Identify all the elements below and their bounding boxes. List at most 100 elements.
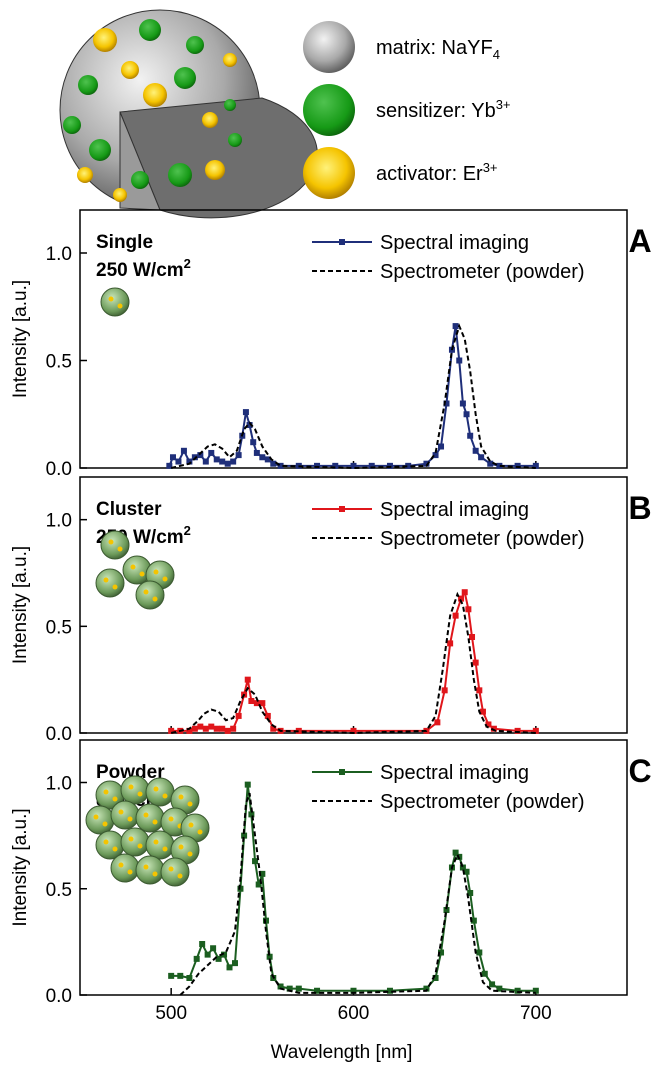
- y-axis-label: Intensity [a.u.]: [10, 280, 31, 398]
- data-point: [231, 960, 238, 967]
- data-point: [168, 972, 175, 979]
- particle-icon: [110, 853, 140, 883]
- data-point: [230, 458, 237, 465]
- particle-dot: [108, 296, 114, 302]
- data-point: [459, 864, 466, 871]
- data-point: [467, 432, 474, 439]
- data-point: [202, 458, 209, 465]
- data-point: [230, 725, 237, 732]
- data-point: [386, 987, 393, 994]
- activator-icon: [303, 147, 355, 199]
- particle-dot: [127, 816, 133, 822]
- legend-label: Spectral imaging: [380, 499, 529, 521]
- data-point: [479, 708, 486, 715]
- data-point: [447, 640, 454, 647]
- y-tick-label: 1.0: [46, 774, 72, 795]
- particle-dot: [143, 812, 149, 818]
- x-tick-label: 500: [155, 1003, 187, 1024]
- particle-dot: [128, 784, 134, 790]
- data-point: [237, 885, 244, 892]
- data-point: [193, 955, 200, 962]
- data-point: [213, 725, 220, 732]
- data-point: [496, 462, 503, 469]
- particle-dot: [137, 791, 143, 797]
- particle-icon: [160, 857, 190, 887]
- data-point: [386, 462, 393, 469]
- particle-dot: [118, 809, 124, 815]
- data-point: [514, 987, 521, 994]
- sensitizer-icon: [303, 84, 355, 136]
- data-point: [252, 858, 259, 865]
- data-point: [463, 411, 470, 418]
- legend-label: Spectrometer (powder): [380, 791, 585, 813]
- data-point: [405, 462, 412, 469]
- x-tick-label: 700: [520, 1003, 552, 1024]
- data-point: [496, 985, 503, 992]
- annotation: Single: [96, 232, 153, 253]
- data-point: [332, 462, 339, 469]
- annotation: Powder: [96, 762, 165, 783]
- particle-dot: [153, 569, 159, 575]
- data-point: [438, 443, 445, 450]
- data-point: [485, 721, 492, 728]
- y-tick-label: 0.0: [46, 986, 72, 1007]
- data-point: [175, 458, 182, 465]
- data-point: [295, 727, 302, 734]
- particle-dot: [197, 829, 203, 835]
- data-point: [461, 589, 468, 596]
- particle-dot: [127, 869, 133, 875]
- particle-dot: [153, 786, 159, 792]
- data-point: [197, 723, 204, 730]
- particle-icon: [85, 805, 115, 835]
- data-point: [262, 917, 269, 924]
- legend-label: Spectral imaging: [380, 232, 529, 254]
- particle-dot: [187, 801, 193, 807]
- data-point: [186, 727, 193, 734]
- data-point: [259, 870, 266, 877]
- particle-dot: [153, 839, 159, 845]
- panel-label: B: [628, 490, 651, 526]
- data-point: [204, 951, 211, 958]
- particle-icon: [145, 777, 175, 807]
- particle-dot: [108, 539, 114, 545]
- particle-dot: [162, 846, 168, 852]
- annotation-text: Single: [96, 232, 153, 253]
- data-point: [202, 725, 209, 732]
- data-point: [443, 907, 450, 913]
- data-point: [490, 725, 497, 732]
- particle-dot: [178, 794, 184, 800]
- legend-item: sensitizer: Yb3+: [376, 97, 511, 122]
- data-point: [241, 832, 248, 839]
- nanoparticle-illustration: matrix: NaYF4 sensitizer: Yb3+ activator…: [59, 9, 511, 219]
- y-tick-label: 1.0: [46, 511, 72, 532]
- data-point: [186, 975, 193, 981]
- data-point: [226, 964, 233, 971]
- particle-dot: [143, 589, 149, 595]
- data-point: [235, 452, 242, 459]
- data-point: [266, 953, 273, 960]
- particle-icon: [100, 530, 130, 560]
- annotation: Cluster: [96, 499, 162, 520]
- data-point: [476, 687, 483, 694]
- particle-dot: [162, 576, 168, 582]
- data-point: [465, 606, 472, 613]
- annotation-text: Cluster: [96, 499, 162, 520]
- series-line: [171, 784, 536, 992]
- y-tick-label: 0.0: [46, 724, 72, 745]
- data-point: [242, 409, 249, 416]
- data-point: [248, 698, 255, 704]
- data-point: [314, 987, 321, 994]
- plot-frame: [79, 209, 628, 469]
- panel: 0.0 0.5 1.0 500 600 700 Intensity [a.u.] Wavele…: [10, 739, 652, 1063]
- data-point: [432, 452, 439, 459]
- particle-dot: [103, 789, 109, 795]
- data-point: [434, 719, 441, 726]
- legend-label: Spectral imaging: [380, 762, 529, 784]
- particle-dot: [137, 843, 143, 849]
- data-point: [532, 462, 539, 469]
- legend-item: matrix: NaYF4: [376, 37, 500, 62]
- particle-dot: [188, 822, 194, 828]
- data-point: [532, 727, 539, 734]
- data-point: [432, 975, 439, 981]
